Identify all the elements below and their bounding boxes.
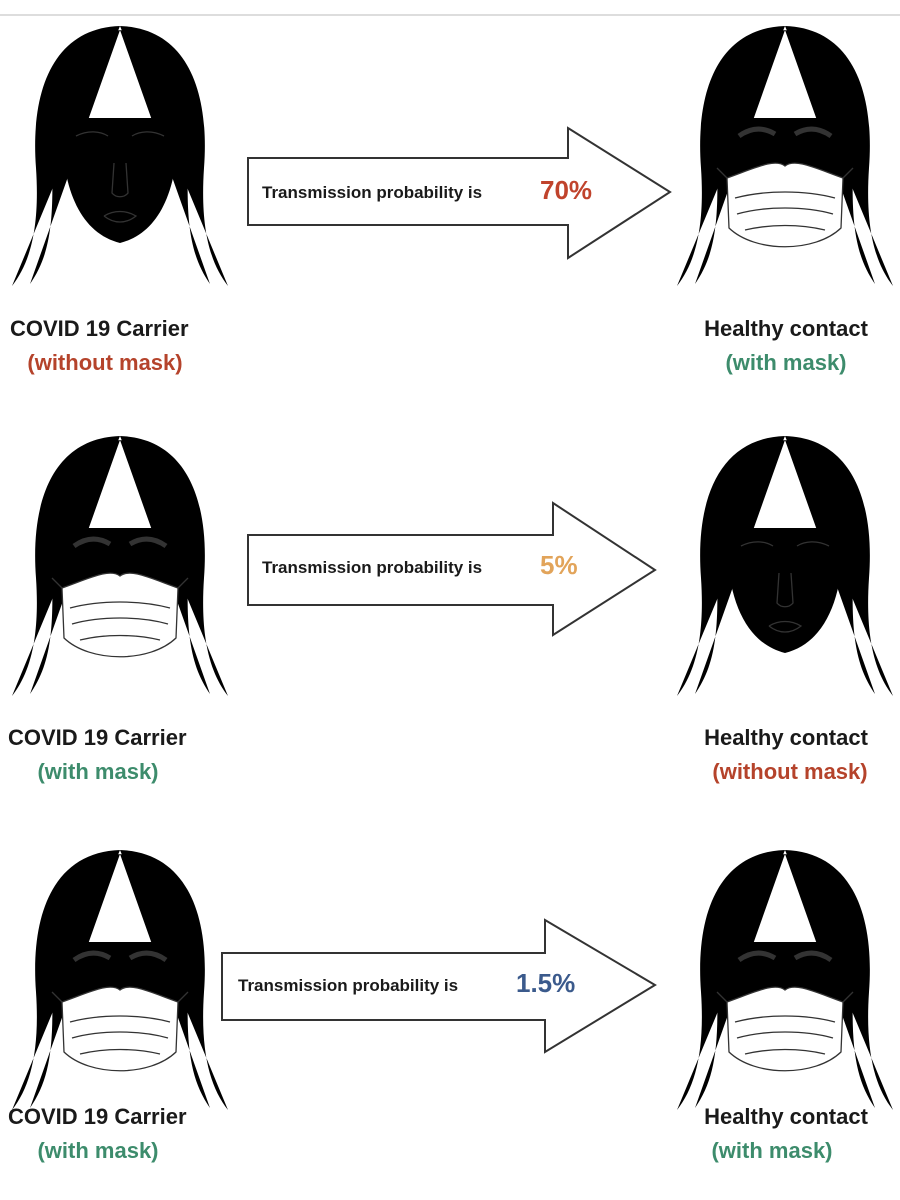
contact-status: (without mask) [712,759,867,784]
contact-title: Healthy contact [704,316,868,341]
carrier-face [12,26,228,286]
probability: 1.5% [516,968,575,998]
contact-face [677,26,893,286]
carrier-title: COVID 19 Carrier [8,725,187,750]
arrow-text: Transmission probability is [262,183,482,202]
arrow [247,126,672,260]
arrow [247,501,657,637]
contact-face [677,850,893,1110]
contact-status: (with mask) [711,1138,832,1163]
carrier-title: COVID 19 Carrier [8,1104,187,1129]
probability: 70% [540,175,592,205]
contact-title: Healthy contact [704,725,868,750]
carrier-face [12,850,228,1110]
contact-title: Healthy contact [704,1104,868,1129]
carrier-face [12,436,228,696]
carrier-status: (with mask) [37,1138,158,1163]
carrier-title: COVID 19 Carrier [10,316,189,341]
probability: 5% [540,550,578,580]
arrow-text: Transmission probability is [238,976,458,995]
contact-status: (with mask) [725,350,846,375]
arrow-text: Transmission probability is [262,558,482,577]
carrier-status: (with mask) [37,759,158,784]
contact-face [677,436,893,696]
arrow [221,918,657,1054]
carrier-status: (without mask) [27,350,182,375]
